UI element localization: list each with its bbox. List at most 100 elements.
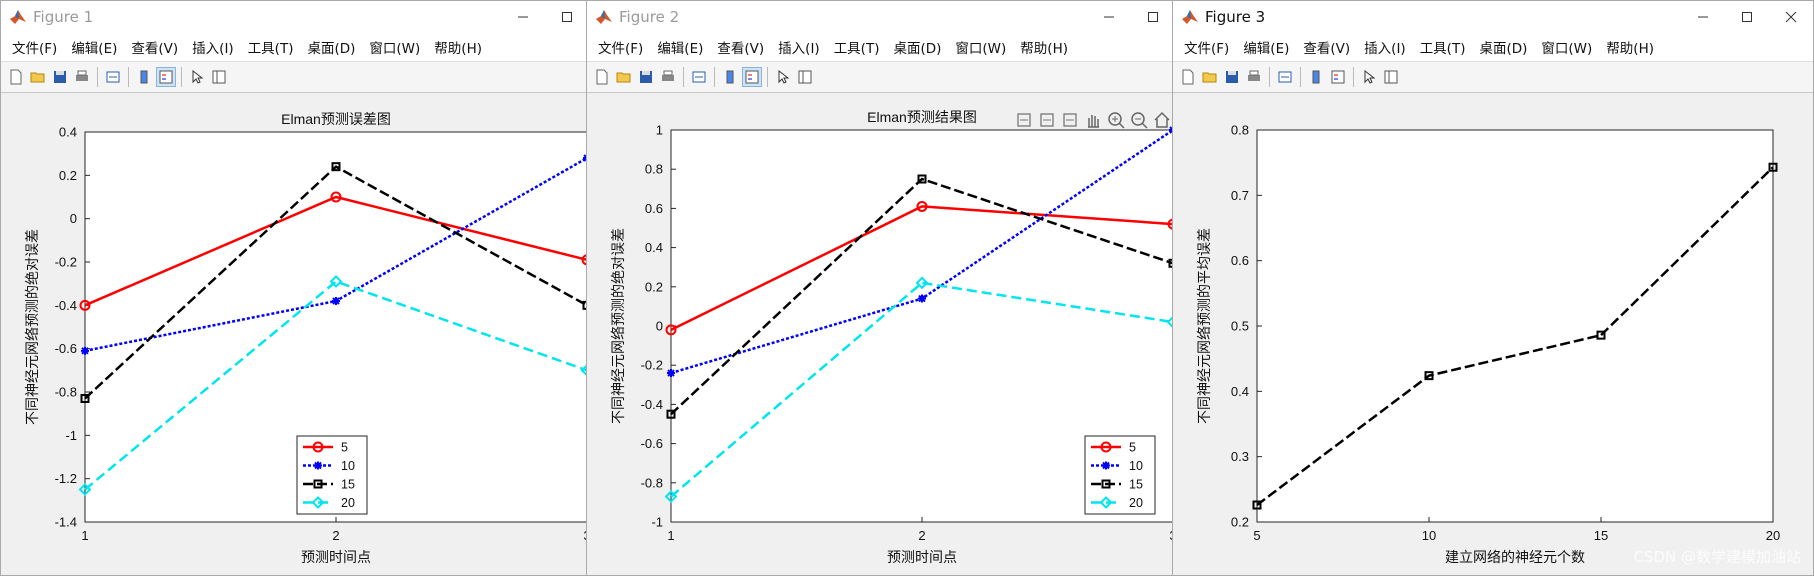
y-tick-label: -1.4 [55, 515, 77, 530]
colorbar-button[interactable] [1307, 68, 1325, 86]
menu-tools[interactable]: 工具(T) [833, 41, 880, 57]
legend-marker [1102, 461, 1110, 470]
link-plot-button[interactable] [690, 68, 708, 86]
legend[interactable]: 5 10 15 20 [1084, 435, 1156, 515]
legend[interactable]: 5 10 15 20 [296, 435, 368, 515]
figure-3-window[interactable]: Figure 3 文件(F) 编辑(E) 查看(V) 插入(I) 工具(T) 桌… [1172, 0, 1814, 576]
save-button[interactable] [51, 68, 69, 86]
brush-icon[interactable] [1040, 113, 1054, 127]
menu-bar: 文件(F) 编辑(E) 查看(V) 插入(I) 工具(T) 桌面(D) 窗口(W… [1, 33, 589, 61]
zoom-out-icon[interactable] [1131, 112, 1148, 129]
property-editor-button[interactable] [796, 68, 814, 86]
menu-edit[interactable]: 编辑(E) [71, 41, 118, 57]
export-icon[interactable] [1017, 113, 1031, 127]
figure-1-window[interactable]: Figure 1 文件(F) 编辑(E) 查看(V) 插入(I) 工具(T) 桌… [0, 0, 590, 576]
home-icon[interactable] [1154, 111, 1170, 128]
new-figure-button[interactable] [7, 68, 25, 86]
axes-panel[interactable]: 5 10 15 20 0.2 0.3 0.4 0.5 0.6 0.7 0.8 建立网络的神经元个数 不同… [1173, 92, 1814, 576]
print-button[interactable] [73, 68, 91, 86]
menu-tools[interactable]: 工具(T) [1419, 41, 1466, 57]
title-bar[interactable]: Figure 3 [1173, 1, 1813, 33]
menu-desktop[interactable]: 桌面(D) [893, 41, 942, 57]
open-file-button[interactable] [615, 68, 633, 86]
property-editor-button[interactable] [1382, 68, 1400, 86]
menu-edit[interactable]: 编辑(E) [1243, 41, 1290, 57]
colorbar-button[interactable] [135, 68, 153, 86]
legend-label: 20 [1129, 496, 1143, 510]
edit-plot-button[interactable] [1360, 68, 1378, 86]
new-figure-button[interactable] [1179, 68, 1197, 86]
figure-toolbar [1, 61, 589, 93]
minimize-button[interactable] [1087, 1, 1131, 33]
maximize-button[interactable] [1725, 1, 1769, 33]
property-editor-button[interactable] [210, 68, 228, 86]
link-plot-button[interactable] [1276, 68, 1294, 86]
save-button[interactable] [1223, 68, 1241, 86]
series-line [670, 281, 1174, 498]
series-line [84, 280, 588, 491]
menu-window[interactable]: 窗口(W) [369, 41, 421, 57]
legend-label: 20 [341, 496, 355, 510]
edit-plot-button[interactable] [774, 68, 792, 86]
menu-file[interactable]: 文件(F) [1184, 41, 1230, 57]
menu-help[interactable]: 帮助(H) [1606, 41, 1654, 57]
open-file-button[interactable] [29, 68, 47, 86]
y-tick-label: 0.6 [1231, 253, 1249, 268]
pan-icon[interactable] [1088, 115, 1099, 128]
zoom-in-icon[interactable] [1108, 112, 1125, 129]
close-icon [1785, 11, 1797, 23]
menu-desktop[interactable]: 桌面(D) [307, 41, 356, 57]
close-button[interactable] [1769, 1, 1813, 33]
y-tick-label: 1 [656, 123, 663, 138]
panel-icon [212, 70, 226, 84]
save-button[interactable] [637, 68, 655, 86]
legend-item: 5 [303, 441, 348, 455]
colorbar-button[interactable] [721, 68, 739, 86]
open-file-button[interactable] [1201, 68, 1219, 86]
menu-window[interactable]: 窗口(W) [1541, 41, 1593, 57]
link-plot-button[interactable] [104, 68, 122, 86]
title-bar[interactable]: Figure 2 [587, 1, 1175, 33]
print-button[interactable] [1245, 68, 1263, 86]
menu-edit[interactable]: 编辑(E) [657, 41, 704, 57]
data-tips-icon[interactable] [1063, 113, 1077, 127]
print-button[interactable] [659, 68, 677, 86]
menu-insert[interactable]: 插入(I) [192, 41, 234, 57]
edit-plot-button[interactable] [188, 68, 206, 86]
data-point [331, 162, 341, 172]
x-axis-label: 预测时间点 [887, 549, 957, 565]
axes-panel[interactable]: 123-1-0.8-0.6-0.4-0.200.20.40.60.81Elman… [587, 92, 1176, 576]
x-tick-label: 10 [1422, 528, 1436, 543]
menu-file[interactable]: 文件(F) [598, 41, 644, 57]
figure-2-window[interactable]: Figure 2 文件(F) 编辑(E) 查看(V) 插入(I) 工具(T) 桌… [586, 0, 1176, 576]
window-title: Figure 1 [33, 8, 94, 26]
menu-view[interactable]: 查看(V) [131, 41, 179, 57]
axes-panel[interactable]: 123-1.4-1.2-1-0.8-0.6-0.4-0.200.20.4Elma… [1, 92, 590, 576]
legend-label: 5 [341, 441, 348, 455]
menu-help[interactable]: 帮助(H) [1020, 41, 1068, 57]
menu-view[interactable]: 查看(V) [717, 41, 765, 57]
title-bar[interactable]: Figure 1 [1, 1, 589, 33]
menu-help[interactable]: 帮助(H) [434, 41, 482, 57]
menu-file[interactable]: 文件(F) [12, 41, 58, 57]
menu-window[interactable]: 窗口(W) [955, 41, 1007, 57]
menu-desktop[interactable]: 桌面(D) [1479, 41, 1528, 57]
y-tick-label: -0.4 [55, 298, 77, 313]
maximize-button[interactable] [1131, 1, 1175, 33]
minimize-button[interactable] [501, 1, 545, 33]
menu-view[interactable]: 查看(V) [1303, 41, 1351, 57]
legend-button[interactable] [742, 67, 762, 87]
minimize-button[interactable] [1681, 1, 1725, 33]
menu-tools[interactable]: 工具(T) [247, 41, 294, 57]
legend-button[interactable] [1329, 68, 1347, 86]
axes-toolbar [1017, 111, 1170, 129]
legend-button[interactable] [156, 67, 176, 87]
maximize-button[interactable] [545, 1, 589, 33]
menu-insert[interactable]: 插入(I) [1364, 41, 1406, 57]
legend-label: 10 [341, 459, 355, 473]
plot-area[interactable] [1256, 129, 1774, 523]
menu-insert[interactable]: 插入(I) [778, 41, 820, 57]
figure-toolbar [1173, 61, 1813, 93]
new-figure-button[interactable] [593, 68, 611, 86]
series-line [670, 177, 1174, 416]
